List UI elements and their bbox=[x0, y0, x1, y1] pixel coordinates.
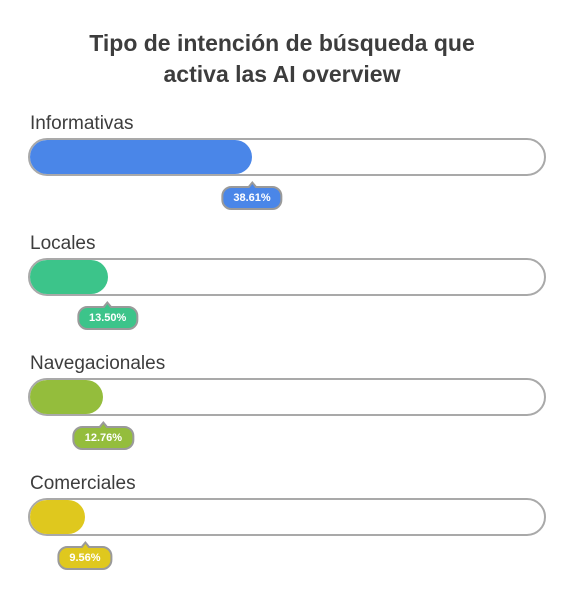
value-label-navegacionales: 12.76% bbox=[72, 421, 135, 450]
bar-label-locales: Locales bbox=[30, 233, 96, 254]
chart-title: Tipo de intención de búsqueda que activa… bbox=[0, 28, 564, 90]
bar-track-informativas bbox=[28, 138, 546, 176]
bar-fill-navegacionales bbox=[30, 380, 104, 414]
value-label-locales: 13.50% bbox=[76, 301, 139, 330]
value-label-comerciales: 9.56% bbox=[57, 541, 113, 570]
bar-fill-informativas bbox=[30, 140, 252, 174]
bar-label-navegacionales: Navegacionales bbox=[30, 353, 166, 374]
bar-row-locales: Locales 13.50% bbox=[0, 232, 564, 342]
bar-row-comerciales: Comerciales 9.56% bbox=[0, 472, 564, 582]
bar-track-navegacionales bbox=[28, 378, 546, 416]
chart-title-line-1: Tipo de intención de búsqueda que bbox=[89, 30, 475, 56]
bar-track-locales bbox=[28, 258, 546, 296]
bar-track-comerciales bbox=[28, 498, 546, 536]
bar-label-informativas: Informativas bbox=[30, 113, 134, 134]
bar-fill-comerciales bbox=[30, 500, 85, 534]
value-label-informativas: 38.61% bbox=[221, 181, 283, 210]
bar-label-comerciales: Comerciales bbox=[30, 473, 136, 494]
bar-row-informativas: Informativas 38.61% bbox=[0, 112, 564, 222]
chart-title-line-2: activa las AI overview bbox=[163, 61, 401, 87]
bar-fill-locales bbox=[30, 260, 108, 294]
bar-row-navegacionales: Navegacionales 12.76% bbox=[0, 352, 564, 462]
